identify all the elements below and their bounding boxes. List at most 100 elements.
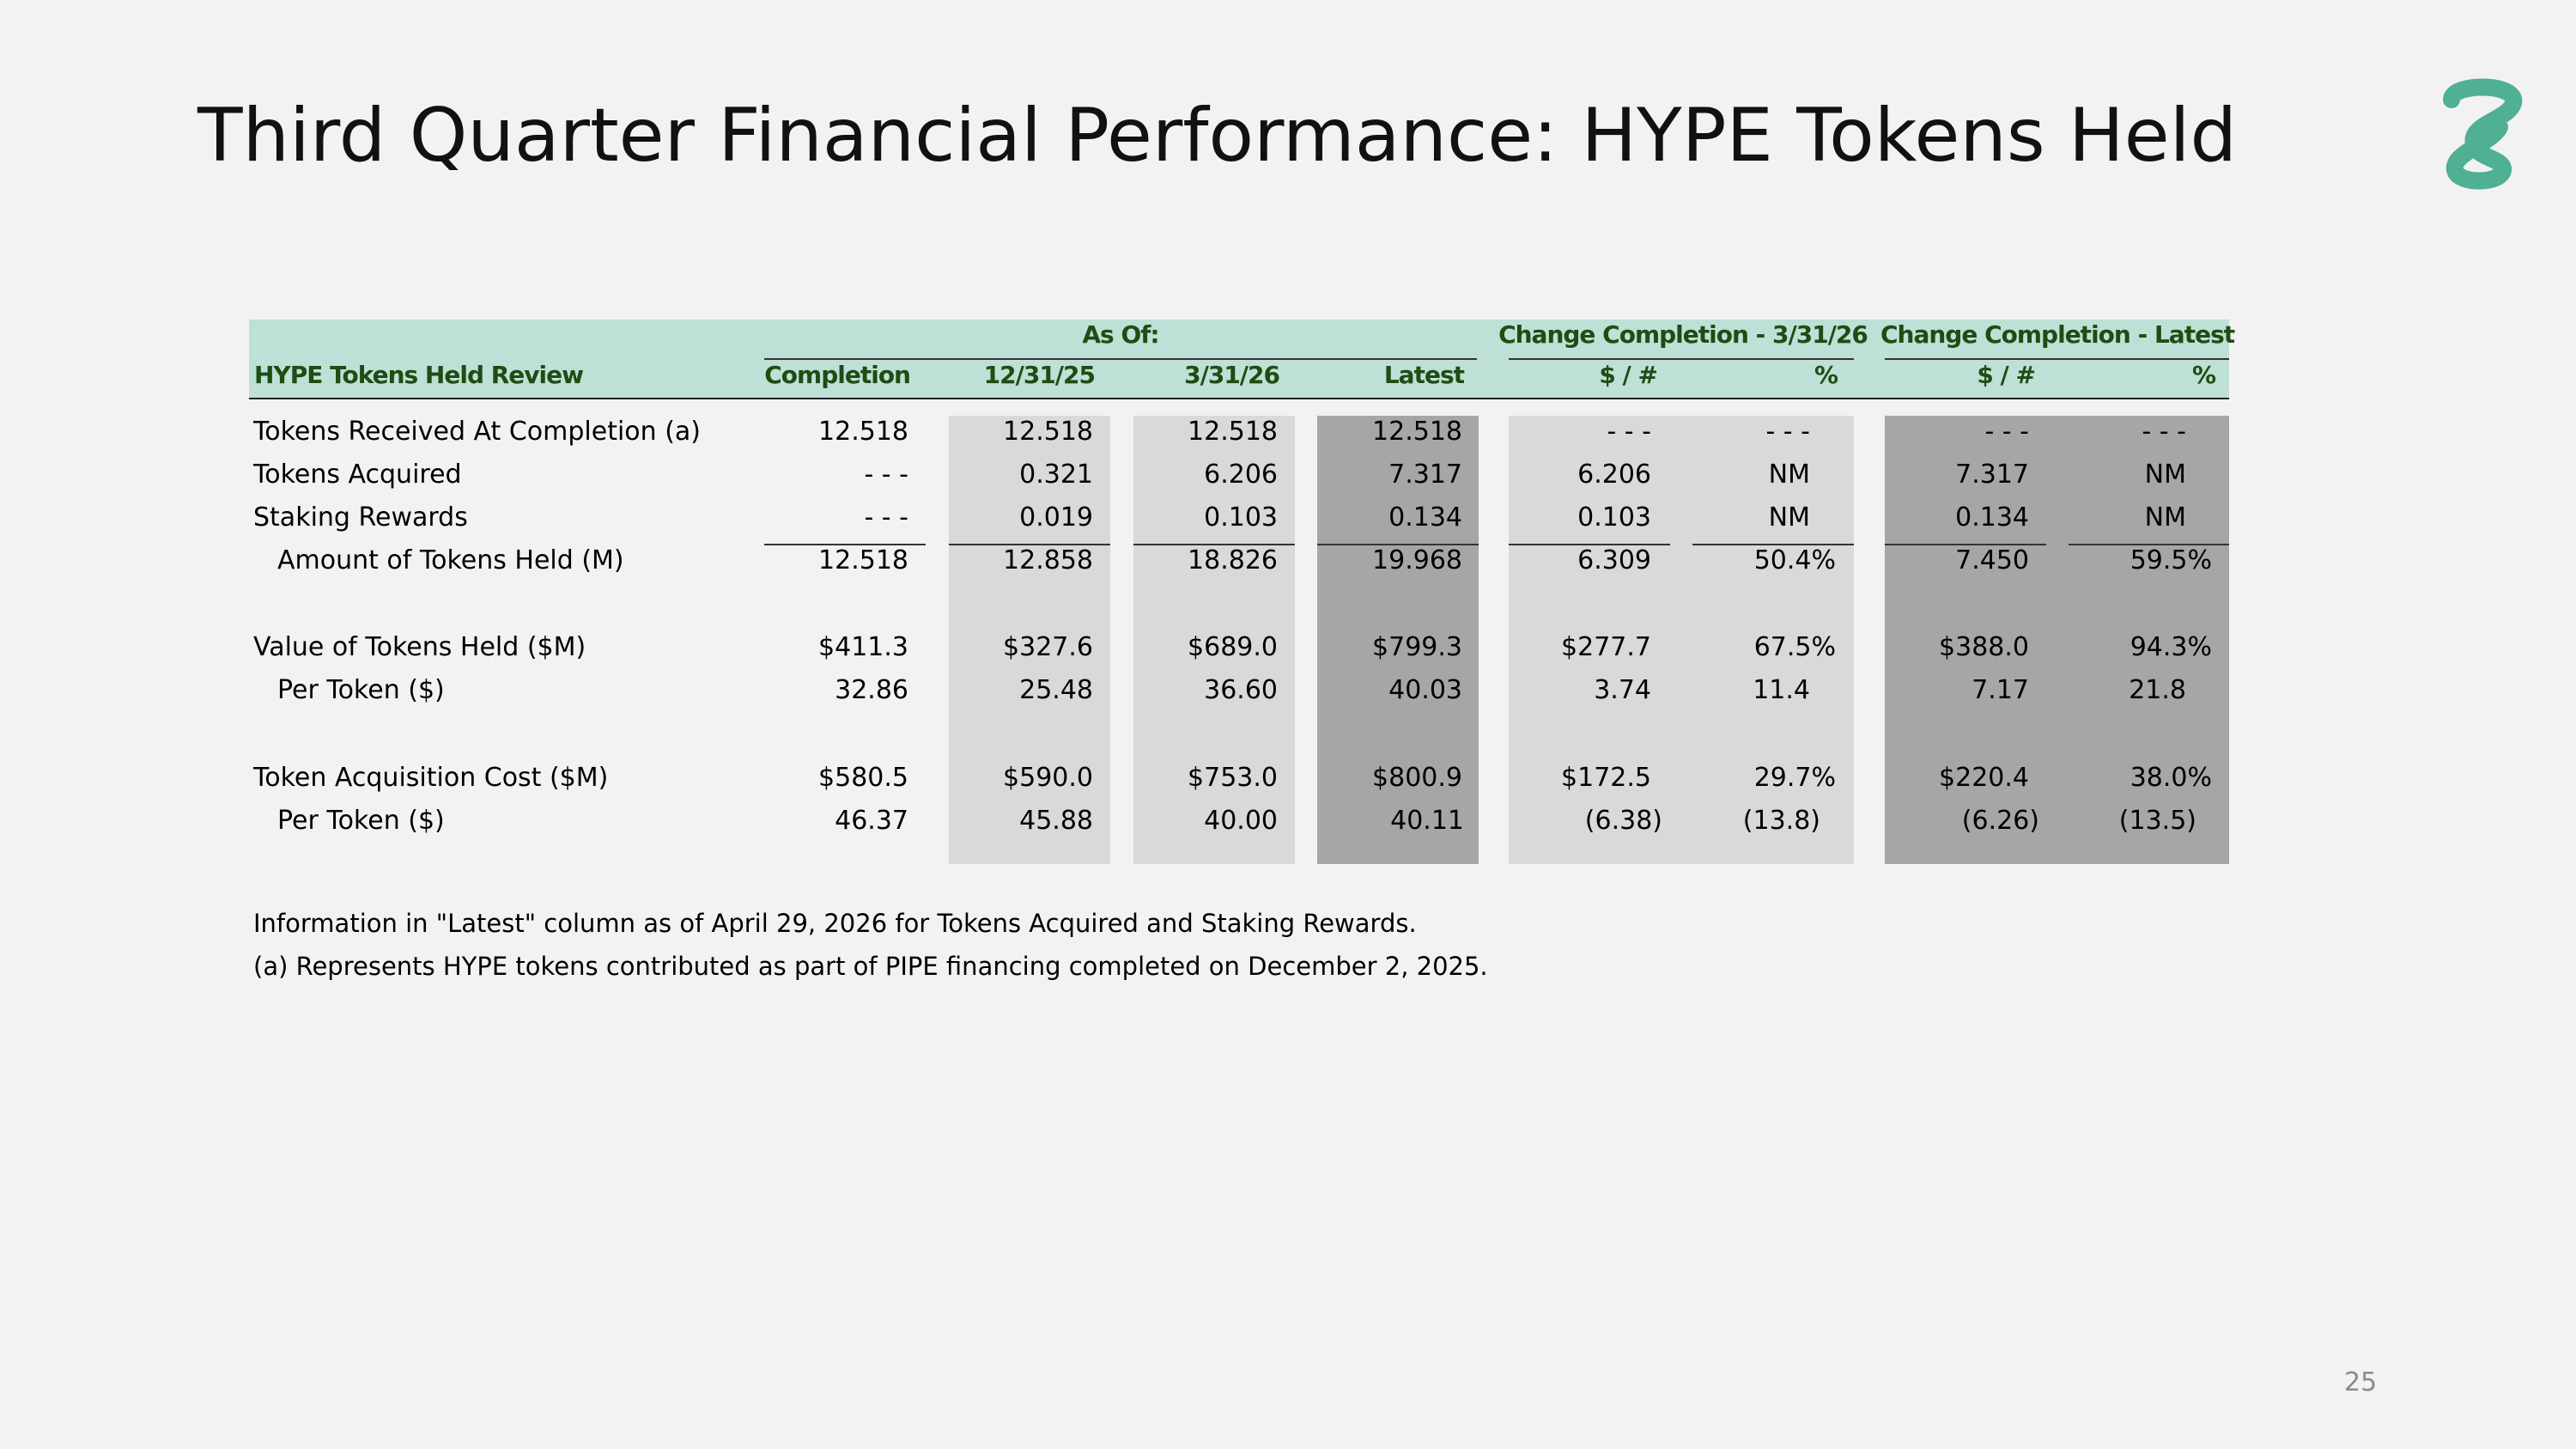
row-label: Staking Rewards	[253, 502, 468, 533]
cell-latest: 12.518	[1372, 417, 1462, 447]
cell-change1-abs: $172.5	[1561, 763, 1651, 793]
column-shade-latest	[1317, 416, 1479, 864]
group-header-change-latest: Change Completion - Latest	[1880, 320, 2235, 349]
cell-12-31-25: 45.88	[1019, 806, 1093, 836]
company-logo-icon	[2443, 78, 2523, 190]
cell-latest: $800.9	[1372, 763, 1462, 793]
column-shade-12-31-25	[949, 416, 1110, 864]
column-shade-3-31-26	[1133, 416, 1295, 864]
cell-latest: 40.11	[1390, 806, 1464, 836]
cell-change2-abs: $388.0	[1939, 632, 2029, 662]
subtotal-rule	[1133, 544, 1295, 545]
cell-3-31-26: 18.826	[1188, 545, 1278, 575]
cell-12-31-25: 12.858	[1003, 545, 1093, 575]
column-header-completion: Completion	[764, 361, 911, 389]
row-label: Tokens Acquired	[253, 460, 462, 490]
column-header-label: HYPE Tokens Held Review	[254, 361, 584, 389]
page-title: Third Quarter Financial Performance: HYP…	[197, 93, 2238, 179]
cell-change2-abs: - - -	[1984, 417, 2029, 447]
page-number: 25	[2344, 1367, 2378, 1397]
cell-latest: 7.317	[1388, 460, 1462, 490]
cell-latest: 19.968	[1372, 545, 1462, 575]
cell-completion: 12.518	[818, 545, 908, 575]
row-label: Amount of Tokens Held (M)	[277, 545, 624, 575]
cell-change1-abs: $277.7	[1561, 632, 1651, 662]
subtotal-rule	[1509, 544, 1670, 545]
subtotal-rule	[949, 544, 1110, 545]
cell-latest: 40.03	[1388, 675, 1462, 705]
cell-completion: 12.518	[818, 417, 908, 447]
cell-change1-pct: 29.7%	[1753, 763, 1836, 793]
cell-change2-pct: 38.0%	[2129, 763, 2212, 793]
group-rule-change-3-31-26	[1509, 358, 1854, 360]
column-header-change2-abs: $ / #	[1977, 361, 2036, 389]
cell-12-31-25: 25.48	[1019, 675, 1093, 705]
cell-completion: $411.3	[818, 632, 908, 662]
cell-latest: $799.3	[1372, 632, 1462, 662]
group-header-change-3-31-26: Change Completion - 3/31/26	[1498, 320, 1868, 349]
cell-change1-pct: (13.8)	[1742, 806, 1820, 836]
cell-change1-pct: 50.4%	[1753, 545, 1836, 575]
cell-change2-pct: 94.3%	[2129, 632, 2212, 662]
cell-change2-abs: (6.26)	[1961, 806, 2039, 836]
row-label: Value of Tokens Held ($M)	[253, 632, 586, 662]
cell-12-31-25: 12.518	[1003, 417, 1093, 447]
cell-change1-pct: - - -	[1765, 417, 1810, 447]
row-label: Tokens Received At Completion (a)	[253, 417, 702, 447]
cell-12-31-25: $327.6	[1003, 632, 1093, 662]
row-label: Per Token ($)	[277, 806, 445, 836]
cell-change2-abs: 7.17	[1971, 675, 2029, 705]
cell-change2-pct: NM	[2144, 460, 2186, 490]
group-rule-as-of	[764, 358, 1477, 360]
column-shade-change-3-31-26	[1509, 416, 1854, 864]
cell-3-31-26: 36.60	[1204, 675, 1278, 705]
cell-change1-pct: 11.4	[1753, 675, 1810, 705]
subtotal-rule	[2069, 544, 2229, 545]
cell-latest: 0.134	[1388, 502, 1462, 533]
cell-change1-abs: 0.103	[1577, 502, 1651, 533]
cell-change2-pct: 21.8	[2129, 675, 2186, 705]
cell-12-31-25: 0.321	[1019, 460, 1093, 490]
column-header-change1-pct: %	[1814, 361, 1838, 389]
subtotal-rule	[1317, 544, 1479, 545]
cell-12-31-25: 0.019	[1019, 502, 1093, 533]
cell-3-31-26: 0.103	[1204, 502, 1278, 533]
cell-change2-pct: NM	[2144, 502, 2186, 533]
cell-change1-pct: 67.5%	[1753, 632, 1836, 662]
row-label: Per Token ($)	[277, 675, 445, 705]
cell-3-31-26: $689.0	[1188, 632, 1278, 662]
footnote-a: (a) Represents HYPE tokens contributed a…	[253, 952, 1488, 981]
column-header-change2-pct: %	[2191, 361, 2216, 389]
cell-3-31-26: 40.00	[1204, 806, 1278, 836]
cell-3-31-26: 12.518	[1188, 417, 1278, 447]
cell-change2-pct: (13.5)	[2118, 806, 2196, 836]
cell-completion: - - -	[864, 502, 908, 533]
cell-change2-pct: - - -	[2142, 417, 2186, 447]
cell-3-31-26: 6.206	[1204, 460, 1278, 490]
cell-3-31-26: $753.0	[1188, 763, 1278, 793]
cell-change2-abs: 7.450	[1955, 545, 2029, 575]
group-header-as-of: As Of:	[1082, 320, 1159, 349]
header-bottom-rule	[249, 398, 2229, 399]
cell-change2-abs: $220.4	[1939, 763, 2029, 793]
cell-12-31-25: $590.0	[1003, 763, 1093, 793]
column-header-latest: Latest	[1383, 361, 1465, 389]
subtotal-rule	[1885, 544, 2046, 545]
cell-change1-abs: 6.206	[1577, 460, 1651, 490]
cell-change1-abs: (6.38)	[1584, 806, 1662, 836]
cell-completion: 46.37	[835, 806, 908, 836]
row-label: Token Acquisition Cost ($M)	[253, 763, 609, 793]
column-shade-change-latest	[1885, 416, 2229, 864]
footnote-latest-column: Information in "Latest" column as of Apr…	[253, 909, 1417, 938]
cell-completion: $580.5	[818, 763, 908, 793]
column-header-3-31-26: 3/31/26	[1184, 361, 1280, 389]
cell-change2-abs: 7.317	[1955, 460, 2029, 490]
cell-change1-abs: 3.74	[1594, 675, 1651, 705]
cell-change1-pct: NM	[1768, 460, 1810, 490]
cell-change1-pct: NM	[1768, 502, 1810, 533]
cell-completion: 32.86	[835, 675, 908, 705]
column-header-change1-abs: $ / #	[1599, 361, 1658, 389]
group-rule-change-latest	[1885, 358, 2229, 360]
cell-change2-pct: 59.5%	[2129, 545, 2212, 575]
